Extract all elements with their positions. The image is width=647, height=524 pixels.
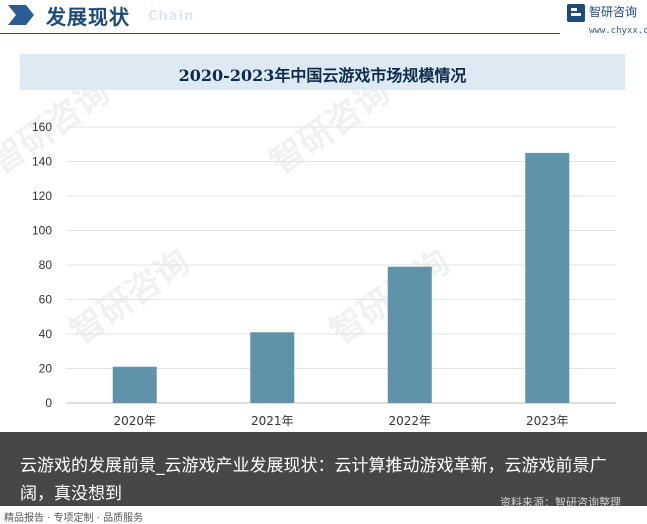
x-tick-label: 2021年 xyxy=(251,414,294,428)
y-tick-label: 120 xyxy=(32,189,52,203)
bar xyxy=(112,366,157,403)
chart-title-band: 2020-2023年中国云游戏市场规模情况 xyxy=(20,54,625,90)
header-divider xyxy=(0,33,560,34)
bar xyxy=(525,152,570,403)
y-tick-label: 0 xyxy=(45,396,52,410)
section-title: 发展现状 xyxy=(46,5,130,29)
y-tick-label: 20 xyxy=(39,362,53,376)
y-tick-label: 100 xyxy=(32,224,52,238)
brand-name: 智研咨询 xyxy=(589,5,638,19)
x-tick-label: 2022年 xyxy=(388,414,431,428)
y-tick-label: 60 xyxy=(39,293,53,307)
page-header: 发展现状 Chain 智研咨询 www.chyxx.com xyxy=(0,0,647,36)
page-footer: 精品报告 · 专项定制 · 品质服务 xyxy=(0,506,647,524)
x-tick-label: 2023年 xyxy=(526,414,569,428)
y-tick-label: 40 xyxy=(39,327,53,341)
y-tick-label: 160 xyxy=(32,120,52,134)
caption-text: 云游戏的发展前景_云游戏产业发展现状：云计算推动游戏革新，云游戏前景广阔，真没想… xyxy=(20,456,607,504)
caption-overlay: 云游戏的发展前景_云游戏产业发展现状：云计算推动游戏革新，云游戏前景广阔，真没想… xyxy=(0,432,647,509)
bar xyxy=(250,332,295,403)
source-note: 资料来源：智研咨询整理 xyxy=(500,496,621,509)
header-mark-icon xyxy=(8,5,34,25)
brand-url: www.chyxx.com xyxy=(589,26,647,36)
footer-text: 精品报告 · 专项定制 · 品质服务 xyxy=(4,513,144,524)
bar xyxy=(387,266,432,403)
bar-chart: 0 20 40 60 80 100 120 140 160 2020年 2021年 2022年 2023… xyxy=(32,120,616,428)
x-tick-label: 2020年 xyxy=(113,414,156,428)
section-title-en: Chain xyxy=(148,9,195,24)
y-tick-label: 80 xyxy=(39,258,53,272)
chart-title: 2020-2023年中国云游戏市场规模情况 xyxy=(178,66,467,85)
y-tick-label: 140 xyxy=(32,155,52,169)
brand-logo-icon xyxy=(567,4,585,22)
